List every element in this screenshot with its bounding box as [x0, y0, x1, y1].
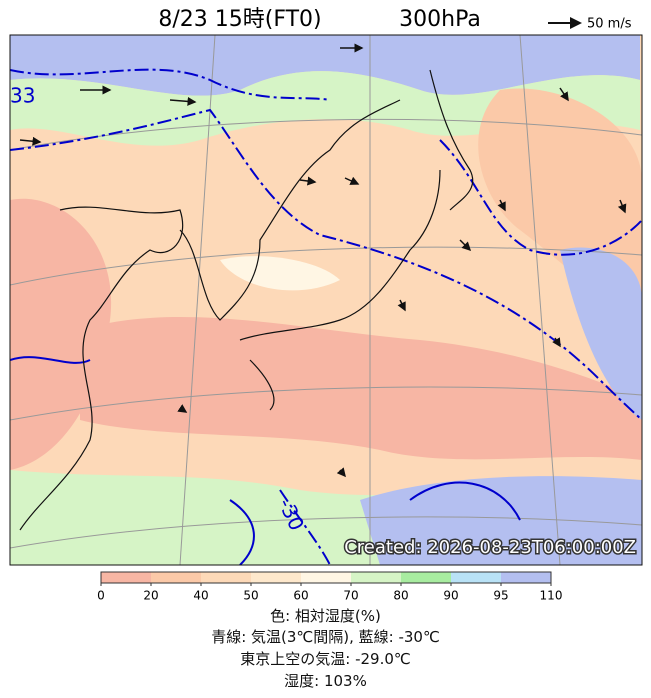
colorbar-segment: [151, 572, 202, 583]
colorbar-segment: [401, 572, 452, 583]
map-frame: [9, 34, 643, 566]
colorbar-tick-label: 90: [443, 589, 458, 601]
colorbar-segment: [101, 572, 152, 583]
colorbar-tick-label: 110: [540, 589, 563, 601]
colorbar-tick-label: 20: [143, 589, 158, 601]
colorbar-frame: [100, 571, 552, 584]
colorbar-tick-label: 40: [193, 589, 208, 601]
colorbar-tick-label: 70: [343, 589, 358, 601]
colorbar-segment: [201, 572, 252, 583]
colorbar-segment: [501, 572, 552, 583]
contour-label: 33: [10, 84, 35, 108]
colorbar-tick-label: 0: [97, 589, 105, 601]
created-stamp: Created: 2026-08-23T06:00:00Z: [344, 537, 636, 558]
colorbar-segment: [301, 572, 352, 583]
colorbar-tick-label: 95: [493, 589, 508, 601]
map: 33 -30 Created: 2026-08-23T06:00:00Z: [10, 35, 642, 565]
caption-line: 湿度: 103%: [284, 672, 367, 690]
caption-line: 色: 相対湿度(%): [270, 607, 381, 625]
colorbar-tick-label: 60: [293, 589, 308, 601]
level: 300hPa: [399, 7, 481, 32]
caption-line: 青線: 気温(3℃間隔), 藍線: -30℃: [211, 628, 440, 646]
colorbar-segment: [251, 572, 302, 583]
map-figure: 8/23 15時(FT0) 300hPa 50 m/s: [9, 7, 643, 603]
colorbar-tick-label: 50: [243, 589, 258, 601]
wind-legend-label: 50 m/s: [587, 17, 632, 32]
caption-line: 東京上空の気温: -29.0℃: [240, 650, 411, 668]
colorbar-tick-label: 80: [393, 589, 408, 601]
colorbar-segment: [451, 572, 502, 583]
colorbar: 0 20 40 50 60 70 80 90 95 110: [97, 571, 563, 603]
title: 8/23 15時(FT0): [158, 7, 321, 32]
colorbar-segment: [351, 572, 402, 583]
